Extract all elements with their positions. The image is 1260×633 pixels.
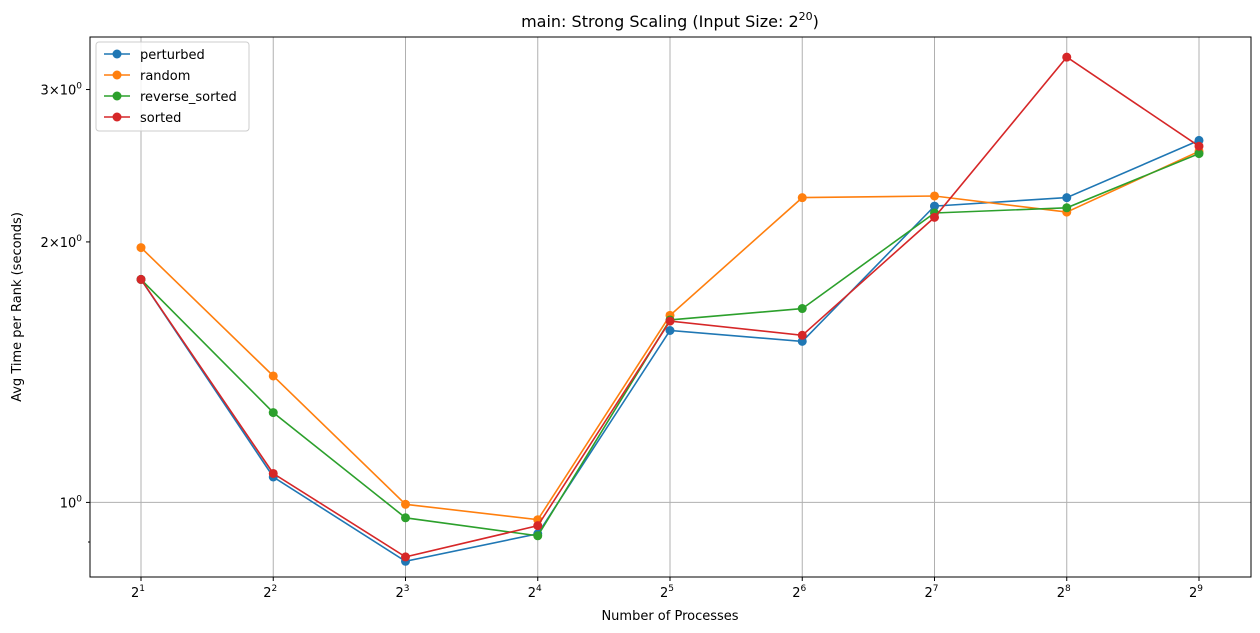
y-axis-label: Avg Time per Rank (seconds) — [10, 212, 25, 402]
data-point — [797, 330, 807, 340]
legend-item-sorted: sorted — [104, 111, 181, 126]
data-point — [1062, 52, 1072, 62]
legend-marker — [112, 91, 122, 101]
x-tick-label: 23 — [395, 584, 409, 601]
x-tick-base: 2 — [924, 586, 932, 601]
x-tick-base: 2 — [660, 586, 668, 601]
x-tick-base: 2 — [528, 586, 536, 601]
legend-item-random: random — [104, 69, 190, 84]
data-point — [268, 408, 278, 418]
y-tick-label: 2×100 — [41, 234, 83, 251]
x-tick-exponent: 9 — [1197, 584, 1203, 594]
x-tick-exponent: 2 — [272, 584, 278, 594]
data-point — [930, 191, 939, 201]
series-layer — [136, 52, 1204, 566]
data-point — [665, 316, 675, 326]
y-tick-label: 100 — [60, 494, 83, 511]
legend-marker — [112, 70, 122, 80]
chart-title-prefix: main: Strong Scaling (Input Size: 2 — [521, 12, 799, 31]
legend-item-reverse-sorted: reverse_sorted — [104, 90, 237, 105]
data-point — [797, 304, 807, 314]
y-tick-label: 3×100 — [41, 82, 83, 99]
x-tick-base: 2 — [1057, 586, 1065, 601]
data-point — [1194, 141, 1204, 151]
x-tick-label: 22 — [263, 584, 277, 601]
data-point — [533, 531, 543, 541]
x-tick-label: 25 — [660, 584, 674, 601]
x-tick-exponent: 7 — [933, 584, 939, 594]
data-point — [930, 212, 939, 222]
data-point — [401, 513, 410, 523]
x-tick-label: 26 — [792, 584, 806, 601]
x-ticks: 21 22 23 24 25 26 27 28 29 — [131, 577, 1203, 601]
x-tick-exponent: 5 — [668, 584, 674, 594]
y-tick-exponent: 0 — [76, 494, 82, 504]
data-point — [1062, 203, 1072, 213]
data-point — [136, 274, 146, 284]
data-point — [533, 521, 543, 531]
data-point — [665, 326, 675, 336]
series-sorted — [136, 52, 1204, 562]
legend-marker — [112, 49, 122, 59]
data-point — [797, 193, 807, 203]
legend-label: sorted — [140, 111, 181, 126]
legend-item-perturbed: perturbed — [104, 48, 205, 63]
legend-label: reverse_sorted — [140, 90, 237, 105]
x-tick-base: 2 — [263, 586, 271, 601]
x-tick-base: 2 — [395, 586, 403, 601]
x-tick-exponent: 8 — [1065, 584, 1071, 594]
data-point — [930, 201, 939, 211]
x-tick-exponent: 4 — [536, 584, 542, 594]
x-tick-exponent: 6 — [801, 584, 807, 594]
chart-title: main: Strong Scaling (Input Size: 220) — [521, 10, 819, 31]
chart-title-suffix: ) — [813, 12, 819, 31]
data-point — [1062, 193, 1072, 203]
x-tick-exponent: 3 — [404, 584, 410, 594]
y-tick-base: 10 — [60, 84, 77, 99]
data-point — [401, 499, 410, 509]
legend-marker — [112, 112, 122, 122]
x-tick-base: 2 — [792, 586, 800, 601]
x-tick-label: 27 — [924, 584, 938, 601]
legend-label: perturbed — [140, 48, 205, 63]
x-tick-label: 21 — [131, 584, 145, 601]
data-point — [401, 552, 410, 562]
y-tick-base: 10 — [60, 236, 77, 251]
data-point — [1194, 149, 1204, 159]
data-point — [268, 468, 278, 478]
legend-label: random — [140, 69, 190, 84]
x-tick-label: 28 — [1057, 584, 1071, 601]
x-axis-label: Number of Processes — [601, 609, 738, 624]
data-point — [268, 371, 278, 381]
x-tick-base: 2 — [1189, 586, 1197, 601]
y-tick-exponent: 0 — [76, 82, 82, 92]
x-tick-exponent: 1 — [139, 584, 145, 594]
x-tick-label: 24 — [528, 584, 542, 601]
y-tick-mantissa: 3× — [41, 84, 60, 99]
y-tick-mantissa: 2× — [41, 236, 60, 251]
chart-title-exponent: 20 — [799, 10, 813, 23]
x-tick-base: 2 — [131, 586, 139, 601]
y-tick-exponent: 0 — [76, 234, 82, 244]
legend-box — [95, 41, 250, 132]
data-point — [136, 243, 146, 253]
y-tick-base: 10 — [60, 496, 77, 511]
x-tick-label: 29 — [1189, 584, 1203, 601]
